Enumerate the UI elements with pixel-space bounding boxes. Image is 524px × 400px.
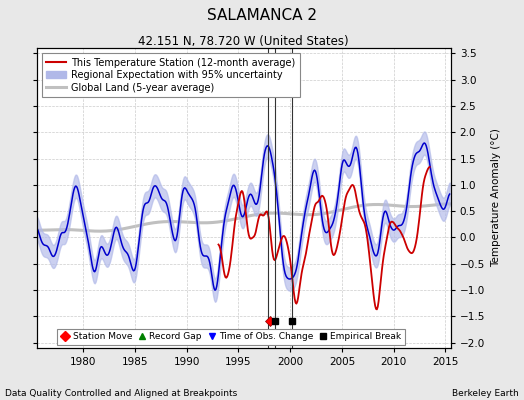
Text: Berkeley Earth: Berkeley Earth [452,389,519,398]
Legend: Station Move, Record Gap, Time of Obs. Change, Empirical Break: Station Move, Record Gap, Time of Obs. C… [57,329,405,345]
Text: Data Quality Controlled and Aligned at Breakpoints: Data Quality Controlled and Aligned at B… [5,389,237,398]
Y-axis label: Temperature Anomaly (°C): Temperature Anomaly (°C) [490,128,500,268]
Text: SALAMANCA 2: SALAMANCA 2 [207,8,317,23]
Title: 42.151 N, 78.720 W (United States): 42.151 N, 78.720 W (United States) [138,35,349,48]
